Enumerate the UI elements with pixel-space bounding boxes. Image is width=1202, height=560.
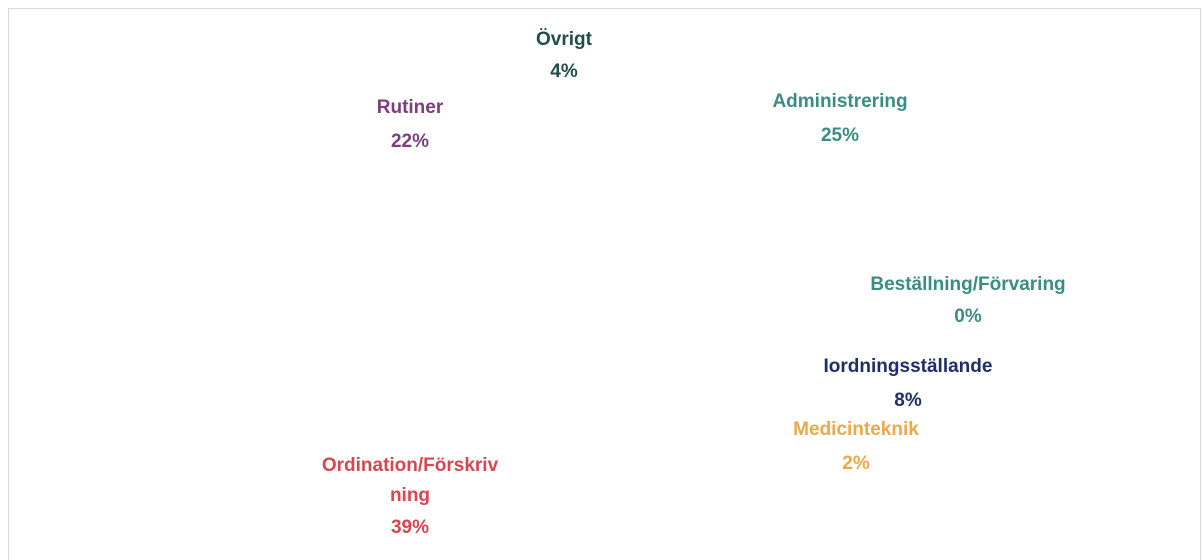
slice-label: Beställning/Förvaring bbox=[870, 274, 1065, 295]
slice-value-label: 25% bbox=[821, 125, 859, 146]
pie-slice bbox=[399, 106, 600, 313]
pie-slice bbox=[600, 300, 800, 397]
slice-label: Ordination/Förskriv ning bbox=[322, 455, 499, 506]
slice-value-label: 22% bbox=[391, 131, 429, 152]
pie-slice bbox=[600, 300, 776, 418]
slice-label: Administrering bbox=[772, 91, 907, 112]
slice-label: Övrigt bbox=[536, 29, 593, 50]
slice-value-label: 0% bbox=[954, 306, 982, 327]
slice-value-label: 2% bbox=[842, 453, 870, 474]
slice-label: Rutiner bbox=[377, 97, 444, 118]
slice-value-label: 39% bbox=[391, 517, 429, 538]
pie-slice bbox=[600, 100, 800, 300]
slice-label: Iordningsställande bbox=[824, 356, 993, 377]
slice-value-label: 8% bbox=[894, 390, 922, 411]
pie-slice bbox=[550, 100, 600, 300]
pie-slice bbox=[400, 300, 762, 500]
slice-label: Medicinteknik bbox=[793, 419, 919, 440]
slice-value-label: 4% bbox=[550, 61, 578, 82]
